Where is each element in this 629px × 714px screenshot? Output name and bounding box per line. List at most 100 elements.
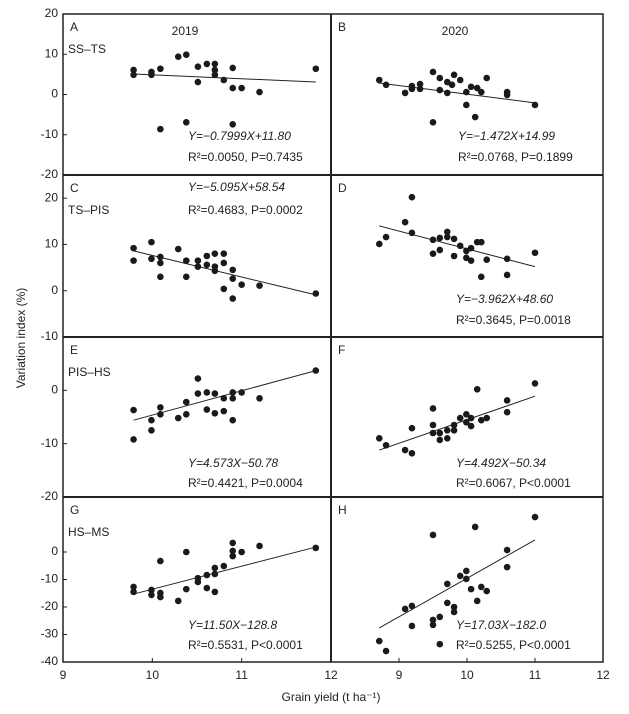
data-point bbox=[429, 236, 437, 244]
data-point bbox=[182, 257, 190, 264]
data-point bbox=[256, 542, 263, 550]
data-point bbox=[463, 88, 470, 96]
y-tick-label: -10 bbox=[41, 436, 59, 450]
data-point bbox=[436, 86, 444, 94]
data-point bbox=[436, 640, 444, 648]
data-point bbox=[436, 429, 444, 437]
panel-letter: C bbox=[70, 181, 79, 195]
data-point bbox=[203, 60, 211, 68]
data-point bbox=[130, 66, 137, 74]
data-point bbox=[477, 88, 485, 96]
data-point bbox=[429, 531, 437, 539]
data-point bbox=[456, 242, 464, 250]
data-point bbox=[148, 255, 155, 263]
data-point bbox=[182, 51, 190, 58]
y-tick-label: 0 bbox=[51, 544, 58, 558]
data-point bbox=[211, 588, 219, 596]
data-point bbox=[436, 234, 444, 242]
data-point bbox=[130, 406, 137, 414]
data-point bbox=[211, 250, 219, 257]
data-point bbox=[436, 74, 444, 82]
year-label: 2019 bbox=[172, 24, 199, 38]
fit-stats: R²=0.4683, P=0.0002 bbox=[188, 203, 303, 217]
data-point bbox=[130, 257, 137, 264]
fit-line bbox=[377, 82, 536, 104]
data-point bbox=[182, 273, 190, 281]
data-point bbox=[256, 88, 263, 96]
data-point bbox=[157, 411, 164, 418]
data-point bbox=[174, 245, 182, 253]
y-tick-label: 0 bbox=[51, 283, 58, 297]
data-point bbox=[256, 282, 263, 289]
data-point bbox=[456, 76, 464, 84]
data-point bbox=[211, 390, 219, 397]
data-point bbox=[408, 622, 416, 630]
panel-letter: B bbox=[338, 20, 346, 34]
equation: Y=11.50X−128.8 bbox=[188, 618, 278, 632]
data-point bbox=[130, 244, 137, 252]
data-point bbox=[157, 253, 164, 261]
data-point bbox=[429, 68, 437, 76]
data-point bbox=[211, 71, 219, 79]
data-point bbox=[531, 513, 539, 521]
data-point bbox=[456, 414, 464, 422]
data-point bbox=[148, 71, 155, 79]
stage-label: HS–MS bbox=[68, 525, 109, 539]
data-point bbox=[229, 64, 237, 72]
data-point bbox=[148, 427, 155, 434]
data-point bbox=[467, 257, 475, 264]
data-point bbox=[408, 193, 416, 201]
data-point bbox=[382, 81, 390, 89]
data-point bbox=[148, 586, 155, 594]
x-tick-label: 10 bbox=[460, 668, 474, 682]
data-point bbox=[157, 404, 164, 411]
y-tick-label: 0 bbox=[51, 87, 58, 101]
data-point bbox=[229, 275, 237, 282]
fit-line bbox=[133, 546, 316, 595]
data-point bbox=[436, 613, 444, 621]
x-tick-label: 12 bbox=[324, 668, 338, 682]
fit-stats: R²=0.0050, P=0.7435 bbox=[188, 150, 303, 164]
y-tick-label: -10 bbox=[41, 572, 59, 586]
stage-label: TS–PIS bbox=[68, 203, 109, 217]
y-tick-label: 20 bbox=[45, 190, 59, 204]
data-point bbox=[443, 78, 451, 86]
data-point bbox=[312, 65, 320, 73]
data-point bbox=[182, 398, 190, 406]
y-tick-label: -40 bbox=[41, 654, 59, 668]
y-tick-label: -30 bbox=[41, 627, 59, 641]
data-point bbox=[256, 395, 263, 402]
data-point bbox=[450, 608, 458, 616]
y-tick-label: -20 bbox=[41, 167, 59, 181]
data-point bbox=[130, 436, 137, 443]
data-point bbox=[463, 567, 470, 575]
panel-letter: G bbox=[70, 503, 79, 517]
data-point bbox=[531, 101, 539, 109]
data-point bbox=[312, 367, 320, 374]
data-point bbox=[401, 605, 409, 613]
y-tick-label: 10 bbox=[45, 237, 59, 251]
fit-line bbox=[379, 395, 536, 451]
data-point bbox=[182, 585, 190, 593]
fit-line bbox=[379, 539, 536, 629]
data-point bbox=[211, 409, 219, 417]
data-point bbox=[483, 256, 491, 264]
data-point bbox=[436, 436, 444, 444]
data-point bbox=[229, 539, 237, 547]
equation: Y=−3.962X+48.60 bbox=[456, 292, 553, 306]
data-point bbox=[148, 416, 155, 424]
data-point bbox=[157, 65, 164, 73]
data-point bbox=[429, 621, 437, 629]
data-point bbox=[238, 548, 245, 556]
fit-stats: R²=0.5531, P<0.0001 bbox=[188, 638, 303, 652]
data-point bbox=[382, 441, 390, 449]
data-point bbox=[477, 583, 485, 591]
data-point bbox=[157, 593, 164, 601]
x-tick-label: 11 bbox=[529, 668, 542, 682]
data-point bbox=[130, 588, 137, 596]
data-point bbox=[443, 89, 451, 97]
y-tick-label: -20 bbox=[41, 599, 59, 613]
data-point bbox=[174, 414, 182, 422]
y-tick-label: 10 bbox=[45, 46, 59, 60]
